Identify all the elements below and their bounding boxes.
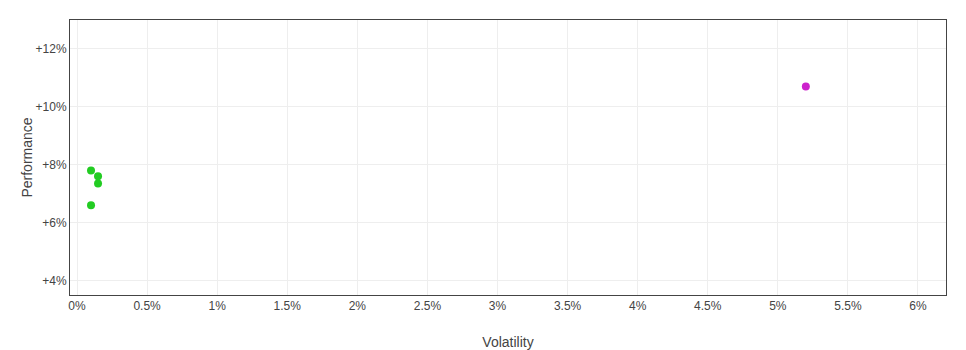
svg-text:1%: 1%: [208, 299, 226, 313]
svg-text:0.5%: 0.5%: [133, 299, 161, 313]
svg-text:+8%: +8%: [42, 158, 67, 172]
svg-text:5.5%: 5.5%: [834, 299, 862, 313]
svg-text:Performance: Performance: [19, 117, 35, 197]
svg-text:0%: 0%: [68, 299, 86, 313]
svg-text:4%: 4%: [629, 299, 647, 313]
svg-text:6%: 6%: [909, 299, 927, 313]
svg-text:+10%: +10%: [36, 100, 67, 114]
svg-text:4.5%: 4.5%: [694, 299, 722, 313]
svg-text:2%: 2%: [349, 299, 367, 313]
svg-text:3.5%: 3.5%: [554, 299, 582, 313]
svg-text:+12%: +12%: [36, 42, 67, 56]
svg-text:Volatility: Volatility: [482, 334, 533, 350]
svg-text:5%: 5%: [769, 299, 787, 313]
svg-text:+6%: +6%: [42, 216, 67, 230]
svg-text:3%: 3%: [489, 299, 507, 313]
svg-text:2.5%: 2.5%: [414, 299, 442, 313]
svg-text:1.5%: 1.5%: [274, 299, 302, 313]
svg-text:+4%: +4%: [42, 274, 67, 288]
